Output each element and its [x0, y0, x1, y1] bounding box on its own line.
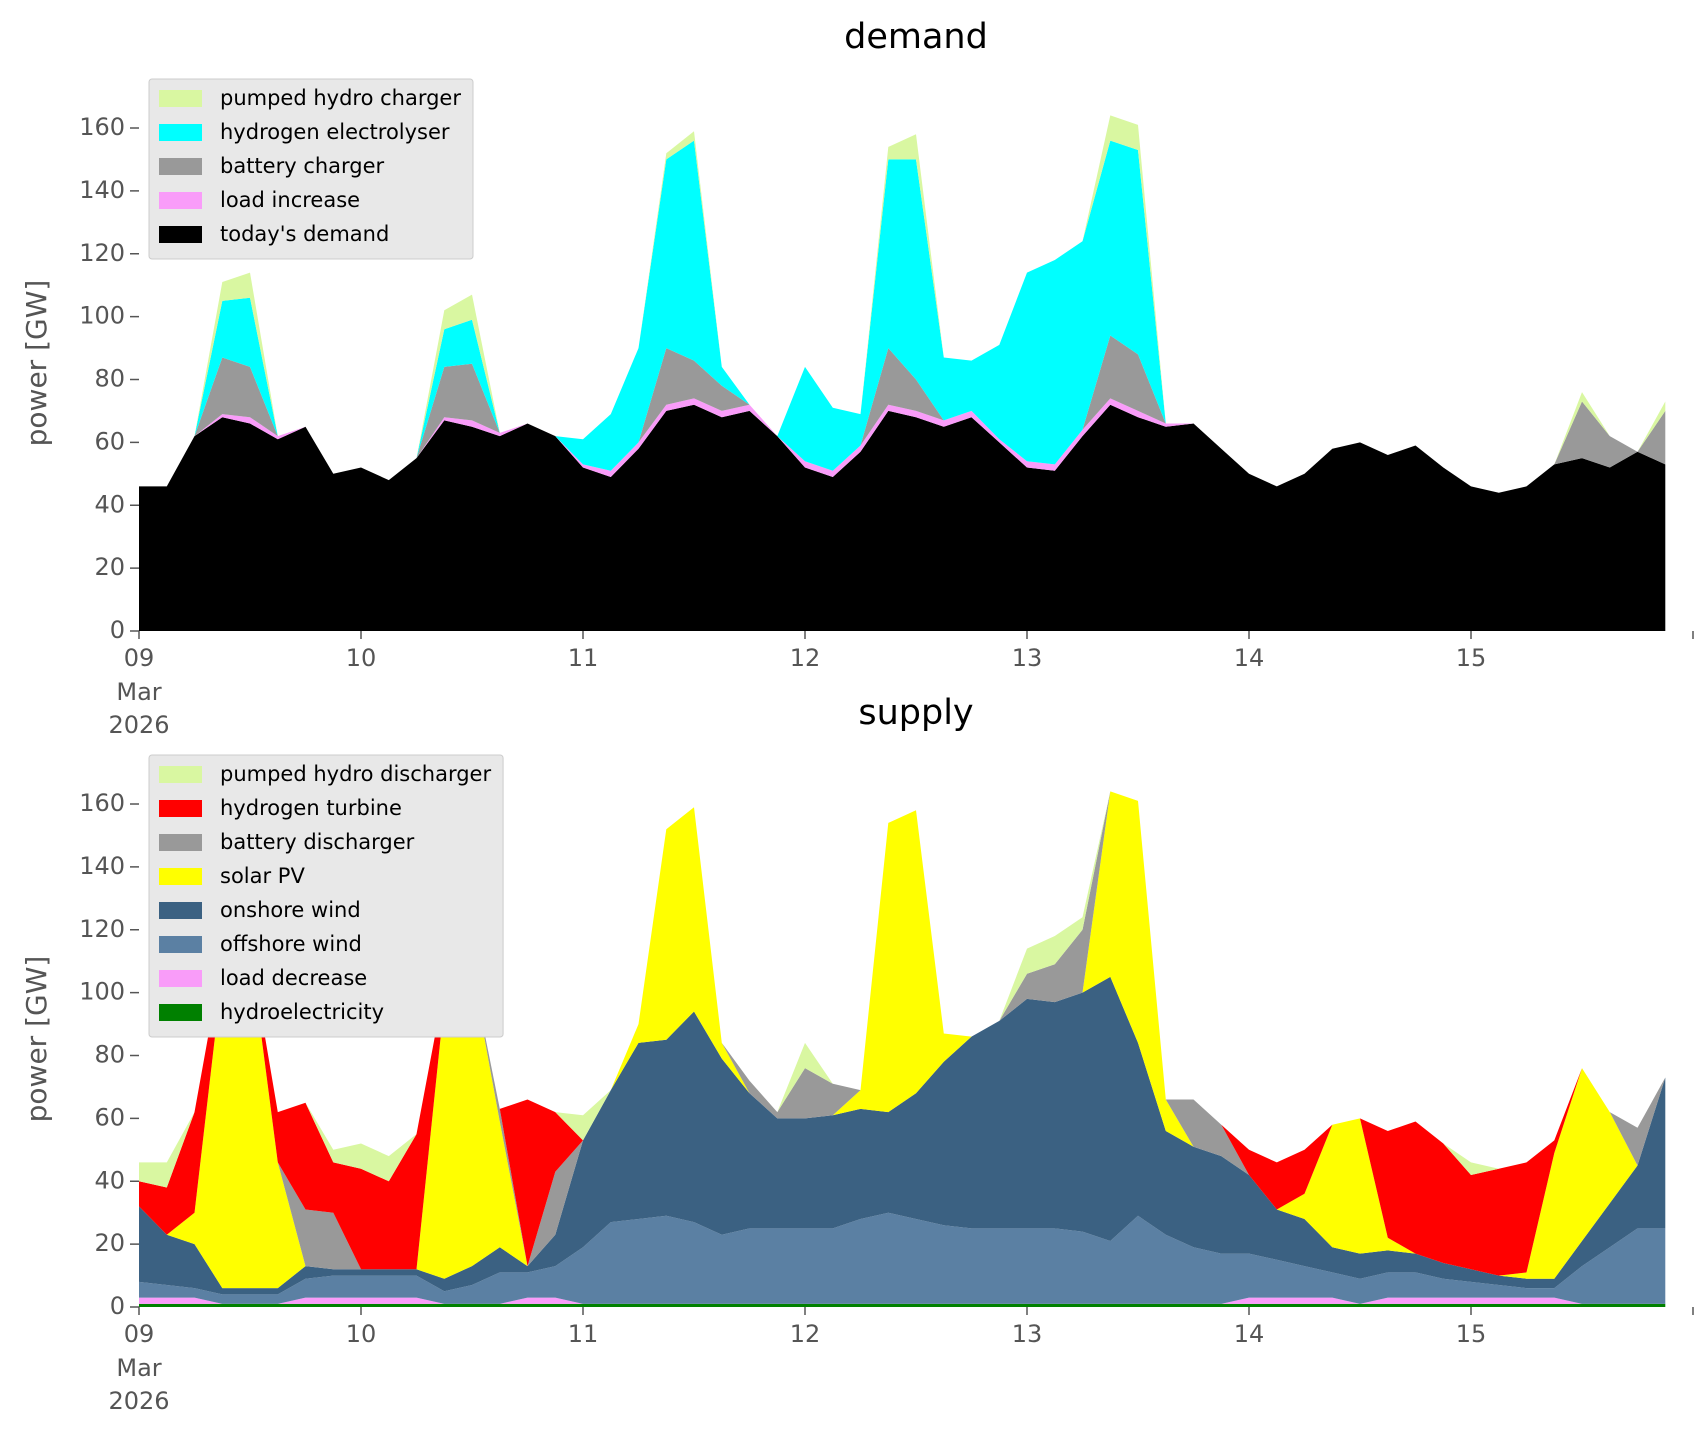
chart-title: demand: [844, 17, 988, 57]
area: [139, 404, 1666, 631]
area: [139, 1212, 1666, 1304]
legend-swatch: [159, 970, 202, 987]
y-axis-label: power [GW]: [20, 280, 53, 447]
area: [139, 335, 1666, 493]
x-tick-sublabel: Mar: [116, 1354, 161, 1382]
legend-label: hydrogen turbine: [220, 796, 402, 820]
legend-swatch: [159, 834, 202, 851]
y-tick-label: 20: [94, 553, 125, 581]
x-tick-label: 14: [1234, 1320, 1265, 1348]
x-tick-sublabel: 2026: [108, 711, 169, 739]
area: [139, 140, 1666, 493]
y-tick-label: 160: [79, 789, 125, 817]
y-tick-label: 40: [94, 490, 125, 518]
chart-panel: supply power [GW] 0 20 40 60 80 100 120 140 160 09 1…: [20, 693, 1694, 1415]
y-tick-label: 160: [79, 113, 125, 141]
y-tick-label: 60: [94, 1103, 125, 1131]
area: [139, 791, 1666, 1276]
chart-title: supply: [858, 693, 973, 733]
x-tick-label: 09: [124, 644, 155, 672]
y-tick-label: 140: [79, 852, 125, 880]
legend-swatch: [159, 192, 202, 209]
legend-label: load increase: [220, 188, 360, 212]
legend-swatch: [159, 226, 202, 243]
y-tick-label: 0: [110, 1292, 125, 1320]
area: [139, 976, 1666, 1295]
x-tick-label: 11: [568, 1320, 599, 1348]
legend-swatch: [159, 90, 202, 107]
x-tick-label: 10: [346, 1320, 377, 1348]
x-tick-label: 14: [1234, 644, 1265, 672]
y-tick-label: 80: [94, 365, 125, 393]
y-tick-label: 120: [79, 239, 125, 267]
legend-swatch: [159, 902, 202, 919]
x-tick-label: 11: [568, 644, 599, 672]
legend-label: battery charger: [220, 154, 385, 178]
y-tick-label: 20: [94, 1229, 125, 1257]
y-tick-label: 0: [110, 616, 125, 644]
legend-swatch: [159, 124, 202, 141]
legend-swatch: [159, 868, 202, 885]
x-tick-sublabel: 2026: [108, 1387, 169, 1415]
y-tick-label: 140: [79, 176, 125, 204]
legend-swatch: [159, 936, 202, 953]
y-tick-label: 60: [94, 427, 125, 455]
x-tick-label: 09: [124, 1320, 155, 1348]
legend-label: offshore wind: [220, 932, 362, 956]
legend-box: [148, 754, 504, 1038]
x-tick-label: 15: [1456, 1320, 1487, 1348]
legend-swatch: [159, 800, 202, 817]
legend-label: pumped hydro discharger: [220, 762, 491, 786]
legend-label: battery discharger: [220, 830, 415, 854]
legend-label: today's demand: [220, 222, 389, 246]
legend-label: hydrogen electrolyser: [220, 120, 450, 144]
area: [139, 1297, 1666, 1304]
legend-box: [148, 78, 474, 260]
legend-swatch: [159, 766, 202, 783]
legend-label: hydroelectricity: [220, 1000, 384, 1024]
area: [139, 791, 1666, 1289]
x-tick-label: 13: [1012, 1320, 1043, 1348]
legend-label: pumped hydro charger: [220, 86, 461, 110]
chart-panel: demand power [GW] 0 20 40 60 80 100 120 140 160 09 1…: [20, 17, 1694, 739]
area: [139, 1303, 1666, 1307]
y-tick-label: 100: [79, 978, 125, 1006]
x-tick-label: 13: [1012, 644, 1043, 672]
legend-swatch: [159, 158, 202, 175]
legend-label: load decrease: [220, 966, 367, 990]
y-tick-label: 120: [79, 915, 125, 943]
x-tick-label: 12: [790, 1320, 821, 1348]
y-tick-label: 40: [94, 1166, 125, 1194]
legend-swatch: [159, 1004, 202, 1021]
x-tick-label: 15: [1456, 644, 1487, 672]
x-tick-sublabel: Mar: [116, 678, 161, 706]
legend-label: solar PV: [220, 864, 305, 888]
y-tick-label: 80: [94, 1041, 125, 1069]
y-tick-label: 100: [79, 302, 125, 330]
x-tick-label: 12: [790, 644, 821, 672]
y-axis-label: power [GW]: [20, 956, 53, 1123]
legend-label: onshore wind: [220, 898, 361, 922]
x-tick-label: 10: [346, 644, 377, 672]
